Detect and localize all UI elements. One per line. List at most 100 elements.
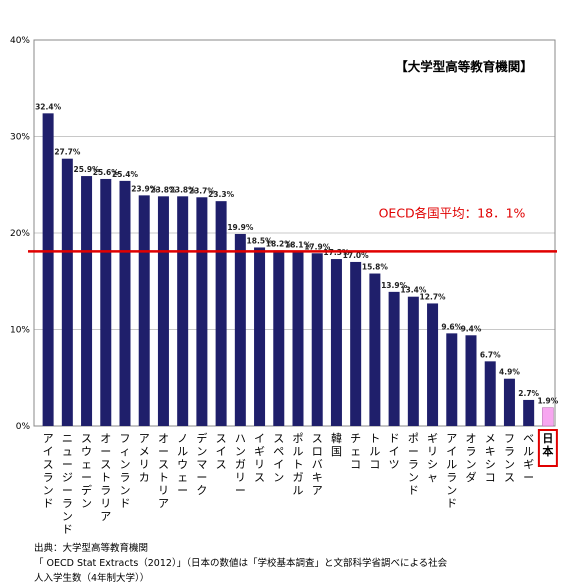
bar: [157, 196, 169, 426]
x-category-label-text: デンマーク: [196, 431, 207, 497]
x-category-label: ポーランド: [408, 432, 419, 497]
x-category-label-text: ギリシャ: [427, 432, 438, 484]
value-label: 1.9%: [537, 397, 558, 406]
x-category-label-text: フランス: [504, 432, 515, 484]
value-label: 23.3%: [208, 190, 235, 199]
value-labels: 32.4%27.7%25.9%25.6%25.4%23.9%23.8%23.8%…: [35, 102, 559, 405]
bar: [330, 259, 342, 426]
bar: [503, 378, 515, 426]
bar: [42, 113, 54, 426]
bar: [523, 399, 535, 426]
value-label: 18.1%: [285, 240, 312, 249]
x-category-label: メキシコ: [485, 432, 496, 484]
source-line-1: 出典：大学型高等教育機関: [34, 543, 149, 554]
y-axis-tick-labels: 0% 10% 20% 30% 40%: [10, 36, 30, 432]
x-category-label: トルコ: [369, 432, 380, 471]
bar: [484, 361, 496, 426]
bar: [138, 195, 150, 426]
value-label: 18.5%: [247, 236, 274, 245]
bar: [542, 407, 554, 427]
x-category-label: ギリシャ: [427, 432, 438, 484]
x-category-label: オーストラリア: [100, 432, 111, 523]
x-category-label: アメリカ: [139, 432, 150, 484]
value-label: 17.0%: [343, 251, 370, 260]
bar: [119, 180, 131, 426]
x-category-label: フランス: [504, 432, 515, 484]
x-category-label: ハンガリー: [235, 432, 246, 497]
x-category-label: ドイツ: [389, 432, 400, 471]
bar: [388, 291, 400, 426]
x-axis-category-labels: アイスランドニュージーランドスウェーデンオーストラリアフィンランドアメリカオース…: [43, 429, 558, 536]
x-category-label: スイス: [216, 432, 227, 471]
value-label: 4.9%: [499, 368, 520, 377]
x-category-label: ノルウェー: [177, 432, 188, 497]
y-tick-label: 40%: [10, 36, 30, 46]
x-category-label-text: チェコ: [350, 432, 361, 471]
average-line-label: OECD各国平均：18．1%: [379, 205, 526, 220]
value-label: 23.8%: [170, 185, 197, 194]
value-label: 23.7%: [189, 186, 216, 195]
x-category-label: チェコ: [350, 432, 361, 471]
x-category-label: 韓国: [331, 432, 342, 458]
value-label: 25.9%: [74, 165, 101, 174]
value-label: 19.9%: [227, 223, 254, 232]
x-category-label: アイルランド: [446, 432, 457, 510]
x-category-label-text: 日本: [542, 432, 553, 458]
bar: [215, 201, 227, 426]
x-category-label-text: スロバキア: [312, 432, 323, 497]
bar: [446, 333, 458, 426]
x-category-label-text: スペイン: [273, 432, 284, 484]
x-category-label-text: ニュージーランド: [62, 432, 73, 536]
bar: [273, 250, 285, 426]
source-line-2: 「 OECD Stat Extracts（2012）」（日本の数値は「学校基本調…: [34, 558, 448, 569]
bar: [61, 158, 73, 426]
x-category-label-text: スイス: [216, 432, 227, 471]
x-category-label-text: ノルウェー: [177, 432, 188, 497]
x-category-label: オランダ: [466, 432, 477, 484]
bar: [100, 178, 112, 426]
value-label: 23.8%: [150, 185, 177, 194]
x-category-label-text: トルコ: [369, 432, 380, 471]
value-label: 15.8%: [362, 263, 389, 272]
x-category-label-text: ハンガリー: [235, 432, 246, 497]
bar: [292, 251, 304, 426]
bar: [311, 253, 323, 426]
x-category-label: スロバキア: [312, 432, 323, 497]
value-label: 18.2%: [266, 239, 293, 248]
x-category-label-text: オーストリア: [158, 432, 169, 510]
x-category-label: スウェーデン: [81, 432, 92, 510]
average-line-group: OECD各国平均：18．1%: [28, 205, 557, 253]
bar: [407, 296, 419, 426]
value-label: 2.7%: [518, 389, 539, 398]
value-label: 9.6%: [441, 322, 462, 331]
value-label: 9.4%: [461, 324, 482, 333]
value-label: 23.9%: [131, 184, 158, 193]
x-category-label-text: メキシコ: [485, 432, 496, 484]
x-category-label-text: オランダ: [466, 432, 477, 484]
value-label: 25.4%: [112, 170, 139, 179]
bar: [234, 233, 246, 426]
bar: [427, 303, 439, 426]
bar: [177, 196, 189, 426]
x-category-label: ポルトガル: [293, 432, 304, 497]
value-label: 32.4%: [35, 102, 62, 111]
x-category-label-text: アイスランド: [43, 432, 54, 510]
chart-title: 【大学型高等教育機関】: [395, 59, 533, 74]
value-label: 13.4%: [400, 286, 427, 295]
highlight-box: [537, 429, 558, 467]
bar: [81, 176, 93, 426]
bar: [254, 247, 266, 426]
y-tick-label: 0%: [16, 422, 31, 432]
x-category-label-text: アイルランド: [446, 432, 457, 510]
y-tick-label: 10%: [10, 326, 30, 336]
value-label: 25.6%: [93, 168, 120, 177]
y-tick-label: 30%: [10, 133, 30, 143]
x-category-label-text: 韓国: [331, 432, 342, 458]
bar-chart: 0% 10% 20% 30% 40% 32.4% 27.7% 25.9%25.6%25.4%…: [10, 36, 559, 536]
x-category-label: アイスランド: [43, 432, 54, 510]
bars: [42, 113, 554, 427]
x-category-label: 日本: [537, 429, 558, 467]
bar: [196, 197, 208, 426]
x-category-label-text: ベルギー: [523, 432, 534, 484]
x-category-label: オーストリア: [158, 432, 169, 510]
